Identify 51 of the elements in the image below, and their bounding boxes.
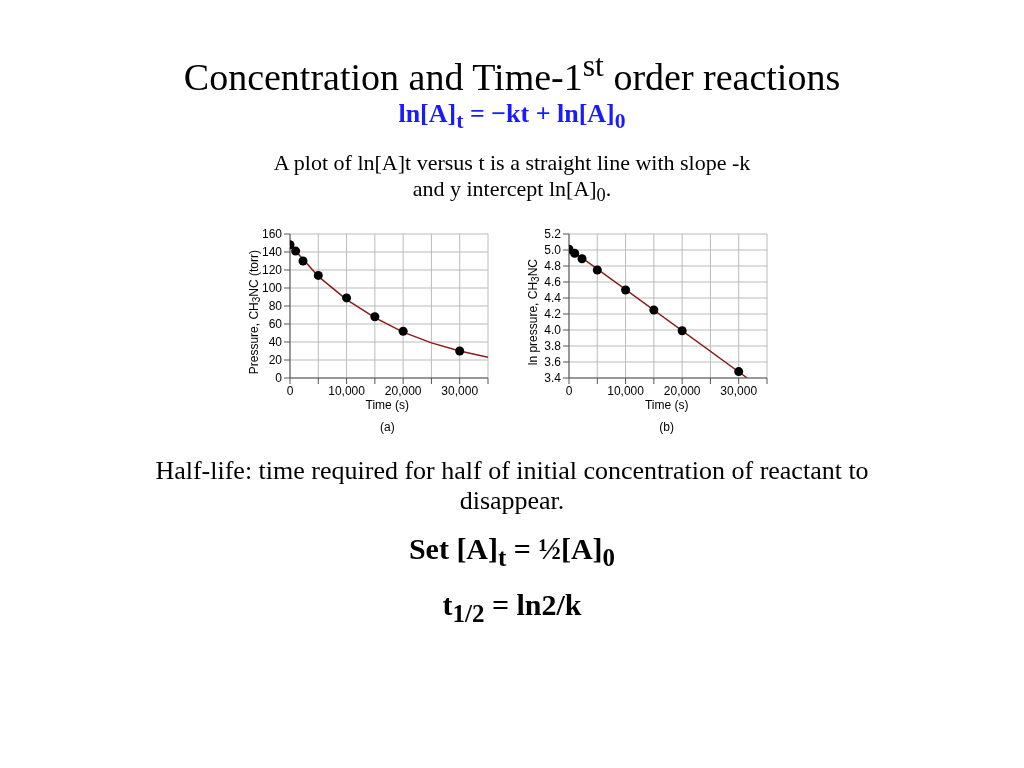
- y-tick-label: 3.8: [544, 339, 562, 354]
- y-tick-label: 80: [268, 299, 283, 314]
- y-tick-label: 4.2: [544, 307, 562, 322]
- chart-title: Concentration and Time-1$^{st}$ order reactions: [182, 48, 842, 99]
- x-axis-title: Time (s): [365, 398, 410, 413]
- x-tick-label: 0: [286, 383, 294, 398]
- text: A plot of ln[A]t versus t is a straight line with slope -k and y intercept ln[A]$_{0}$.: [272, 149, 752, 207]
- y-tick-label: 5.0: [544, 243, 562, 258]
- y-tick-label: 4.8: [544, 259, 562, 274]
- point: [570, 248, 580, 258]
- y-tick-label: 120: [261, 263, 283, 278]
- point: [621, 285, 631, 295]
- text: (b): [659, 420, 675, 435]
- point: [313, 271, 323, 281]
- point: [734, 367, 744, 377]
- chart-subtitle: ln[A]$_{t}$ = −kt + ln[A]$_{0}$: [397, 98, 627, 134]
- y-tick-label: 60: [268, 317, 283, 332]
- y-tick-label: 20: [268, 353, 283, 368]
- text: t$_{1/2}$ = ln2/k: [441, 588, 583, 629]
- point: [649, 305, 659, 315]
- y-tick-label: 4.4: [544, 291, 562, 306]
- y-tick-label: 100: [261, 281, 283, 296]
- point: [298, 256, 308, 266]
- text: Half-life: time required for half of initial concentration of reactant to disappear.: [154, 456, 870, 517]
- y-tick-label: 140: [261, 245, 283, 260]
- text: Set [A]$_{t}$ = ½[A]$_{0}$: [407, 532, 617, 573]
- x-tick-label: 20,000: [664, 383, 702, 398]
- x-tick-label: 20,000: [384, 383, 422, 398]
- y-tick-label: 0: [275, 371, 283, 386]
- point: [291, 246, 301, 256]
- x-tick-label: 30,000: [441, 383, 479, 398]
- x-tick-label: 30,000: [720, 383, 758, 398]
- text: (a): [379, 420, 395, 435]
- x-tick-label: 0: [566, 383, 574, 398]
- x-tick-label: 10,000: [328, 383, 366, 398]
- y-tick-label: 5.2: [544, 227, 562, 242]
- y-tick-label: 4.6: [544, 275, 562, 290]
- x-tick-label: 10,000: [607, 383, 645, 398]
- point: [678, 326, 688, 336]
- y-tick-label: 40: [268, 335, 283, 350]
- y-tick-label: 3.4: [544, 371, 562, 386]
- point: [370, 312, 380, 322]
- y-tick-label: 3.6: [544, 355, 562, 370]
- point: [577, 254, 587, 264]
- point: [342, 293, 352, 303]
- x-axis-title: Time (s): [644, 398, 689, 413]
- point: [593, 265, 603, 275]
- point: [398, 326, 408, 336]
- y-tick-label: 4.0: [544, 323, 562, 338]
- y-tick-label: 160: [261, 227, 283, 242]
- point: [455, 346, 465, 356]
